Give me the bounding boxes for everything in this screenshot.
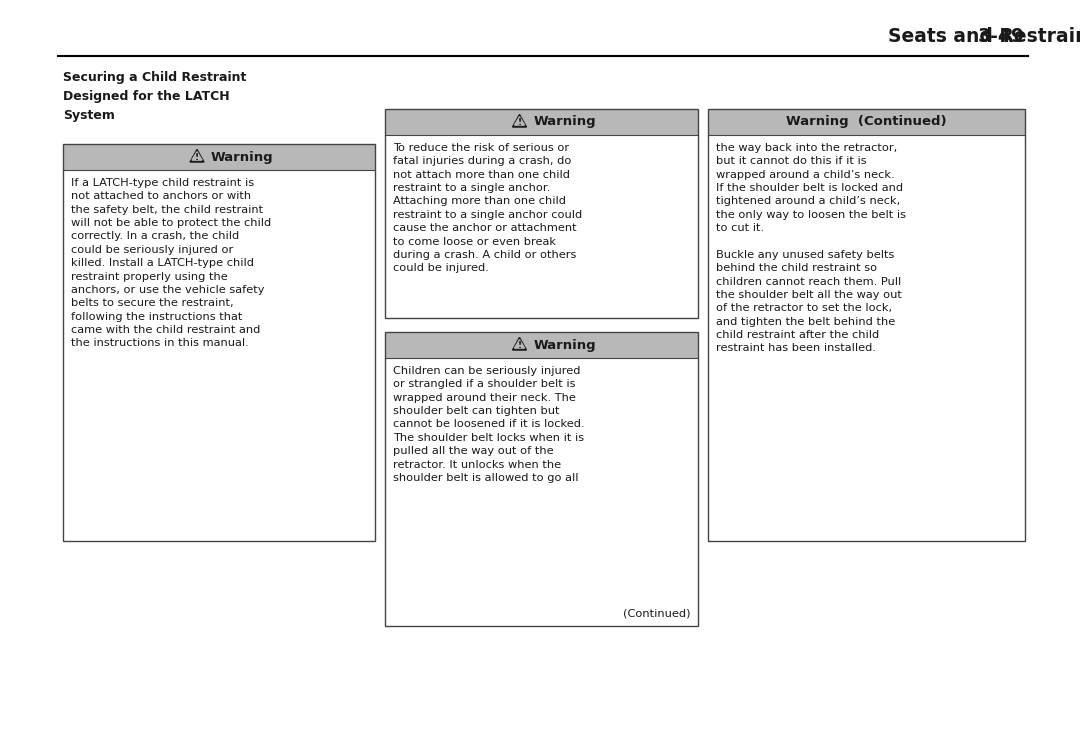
Bar — [708, 109, 1025, 135]
Bar — [63, 144, 375, 541]
Polygon shape — [192, 152, 202, 160]
Text: Children can be seriously injured
or strangled if a shoulder belt is
wrapped aro: Children can be seriously injured or str… — [393, 366, 584, 483]
Text: 3-49: 3-49 — [978, 27, 1025, 46]
Text: Securing a Child Restraint
Designed for the LATCH
System: Securing a Child Restraint Designed for … — [63, 71, 246, 122]
Bar — [384, 332, 698, 358]
Text: Seats and Restraints: Seats and Restraints — [888, 27, 1080, 46]
Polygon shape — [190, 150, 204, 162]
Bar — [384, 332, 698, 626]
Text: !: ! — [517, 118, 522, 127]
Text: To reduce the risk of serious or
fatal injuries during a crash, do
not attach mo: To reduce the risk of serious or fatal i… — [393, 143, 582, 273]
Bar — [384, 109, 698, 318]
Bar — [63, 144, 375, 170]
Text: (Continued): (Continued) — [622, 608, 690, 618]
Text: the way back into the retractor,
but it cannot do this if it is
wrapped around a: the way back into the retractor, but it … — [716, 143, 906, 353]
Text: Warning: Warning — [534, 116, 596, 129]
Polygon shape — [513, 114, 527, 127]
Polygon shape — [514, 116, 525, 125]
Text: Warning  (Continued): Warning (Continued) — [786, 116, 947, 129]
Text: If a LATCH-type child restraint is
not attached to anchors or with
the safety be: If a LATCH-type child restraint is not a… — [71, 178, 271, 349]
Text: !: ! — [194, 153, 199, 162]
Polygon shape — [513, 337, 527, 350]
Bar — [708, 109, 1025, 541]
Polygon shape — [514, 339, 525, 348]
Text: !: ! — [517, 341, 522, 350]
Text: Warning: Warning — [534, 339, 596, 352]
Text: Warning: Warning — [211, 150, 273, 163]
Bar — [384, 109, 698, 135]
